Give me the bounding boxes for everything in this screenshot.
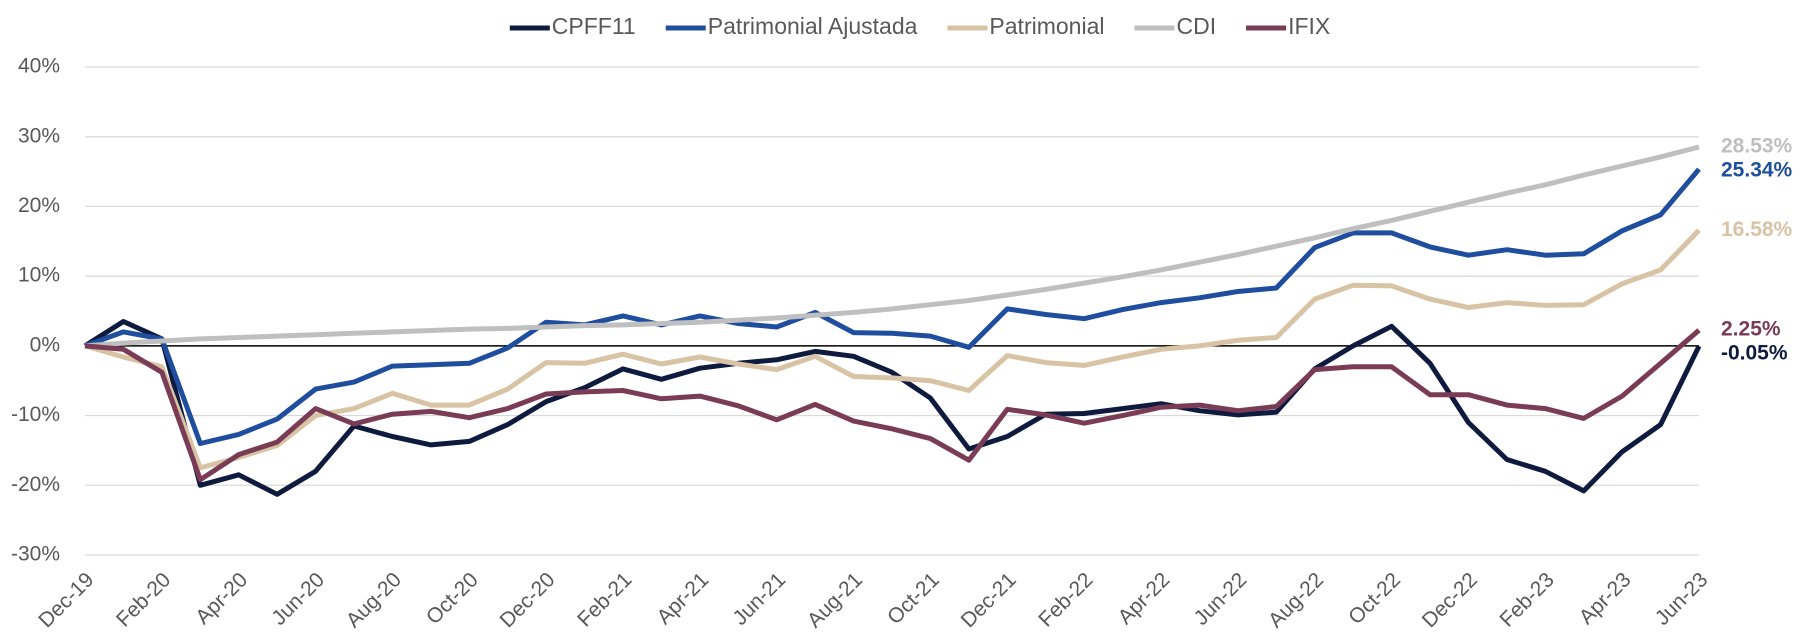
labels: -30% -20% -10% 0% 10% 20% 30% 40% Dec-19 Feb-20 Ap… xyxy=(11,55,1793,633)
y-tick-label: -10% xyxy=(11,403,60,426)
x-tick-label: Apr-23 xyxy=(1575,568,1636,629)
x-tick-label: Aug-21 xyxy=(803,568,867,632)
y-tick-label: 20% xyxy=(18,194,60,217)
series-line xyxy=(84,167,1701,446)
y-tick-label: -20% xyxy=(11,473,60,496)
x-tick-label: Oct-21 xyxy=(883,568,944,629)
y-tick-label: 0% xyxy=(30,333,60,356)
x-tick-label: Apr-21 xyxy=(652,568,713,629)
x-tick-label: Oct-22 xyxy=(1344,568,1405,629)
x-tick-label: Feb-22 xyxy=(1034,568,1097,631)
x-tick-label: Oct-20 xyxy=(422,568,483,629)
x-tick-label: Apr-22 xyxy=(1114,568,1175,629)
x-tick-label: Dec-19 xyxy=(34,568,98,632)
grid xyxy=(85,66,1699,556)
x-tick-label: Dec-21 xyxy=(957,568,1021,632)
x-tick-label: Feb-21 xyxy=(573,568,636,631)
x-tick-label: Jun-23 xyxy=(1651,568,1713,630)
legend-label: CDI xyxy=(1176,13,1216,39)
series-line xyxy=(84,328,1701,483)
y-tick-label: 30% xyxy=(18,124,60,147)
series-line xyxy=(84,228,1701,471)
data-label: 28.53% xyxy=(1721,135,1793,158)
legend-label: Patrimonial Ajustada xyxy=(708,13,918,39)
x-tick-label: Dec-20 xyxy=(495,568,559,632)
data-label: 25.34% xyxy=(1721,159,1793,182)
data-label: -0.05% xyxy=(1721,342,1788,365)
lines xyxy=(83,144,1702,497)
y-tick-label: -30% xyxy=(11,543,60,566)
x-tick-label: Dec-22 xyxy=(1418,568,1482,632)
series-line xyxy=(84,144,1700,349)
x-tick-label: Aug-20 xyxy=(342,568,406,632)
x-tick-label: Jun-22 xyxy=(1190,568,1252,630)
legend-label: CPFF11 xyxy=(552,13,636,39)
x-tick-label: Jun-21 xyxy=(728,568,790,630)
x-tick-label: Aug-22 xyxy=(1264,568,1328,632)
data-label: 16.58% xyxy=(1721,218,1793,241)
legend-label: Patrimonial xyxy=(989,13,1104,39)
x-tick-label: Feb-23 xyxy=(1495,568,1558,631)
legend-label: IFIX xyxy=(1288,13,1330,39)
y-tick-label: 40% xyxy=(18,55,60,78)
series-line xyxy=(83,319,1702,497)
data-label: 2.25% xyxy=(1721,318,1781,341)
legend: CPFF11 Patrimonial Ajustada Patrimonial CDI… xyxy=(509,13,1330,39)
x-tick-label: Apr-20 xyxy=(191,568,252,629)
x-tick-label: Jun-20 xyxy=(267,568,329,630)
x-tick-label: Feb-20 xyxy=(112,568,175,631)
y-tick-label: 10% xyxy=(18,264,60,287)
